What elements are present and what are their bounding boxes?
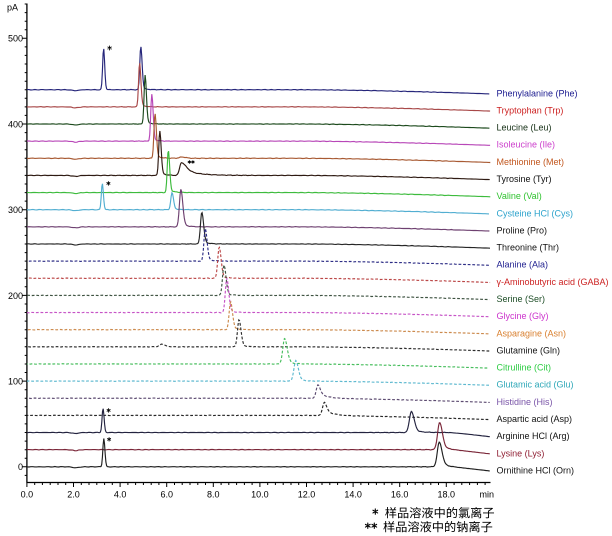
svg-text:min: min bbox=[479, 490, 494, 500]
svg-text:2.0: 2.0 bbox=[67, 490, 80, 500]
svg-text:400: 400 bbox=[8, 119, 23, 129]
svg-text:Serine (Ser): Serine (Ser) bbox=[497, 294, 546, 304]
svg-text:12.0: 12.0 bbox=[298, 490, 316, 500]
svg-text:Proline (Pro): Proline (Pro) bbox=[497, 225, 548, 235]
svg-text:Glutamine (Gln): Glutamine (Gln) bbox=[497, 345, 561, 355]
svg-text:Threonine (Thr): Threonine (Thr) bbox=[497, 243, 560, 253]
svg-text:500: 500 bbox=[8, 34, 23, 44]
svg-text:0.0: 0.0 bbox=[21, 490, 34, 500]
svg-text:Glycine (Gly): Glycine (Gly) bbox=[497, 311, 549, 321]
svg-text:Tyrosine (Tyr): Tyrosine (Tyr) bbox=[497, 174, 552, 184]
svg-text:γ-Aminobutyric acid (GABA): γ-Aminobutyric acid (GABA) bbox=[497, 277, 609, 287]
svg-text:Phenylalanine (Phe): Phenylalanine (Phe) bbox=[497, 88, 578, 98]
svg-text:Valine (Val): Valine (Val) bbox=[497, 191, 542, 201]
svg-text:16.0: 16.0 bbox=[391, 490, 409, 500]
svg-text:Glutamic acid (Glu): Glutamic acid (Glu) bbox=[497, 380, 574, 390]
svg-text:Methionine (Met): Methionine (Met) bbox=[497, 157, 565, 167]
svg-text:pA: pA bbox=[7, 3, 18, 13]
svg-text:4.0: 4.0 bbox=[114, 490, 127, 500]
svg-text:18.0: 18.0 bbox=[438, 490, 456, 500]
svg-text:8.0: 8.0 bbox=[207, 490, 220, 500]
svg-text:Tryptophan (Trp): Tryptophan (Trp) bbox=[497, 106, 564, 116]
svg-text:10.0: 10.0 bbox=[251, 490, 269, 500]
svg-text:Isoleucine (Ile): Isoleucine (Ile) bbox=[497, 140, 556, 150]
svg-text:Lysine (Lys): Lysine (Lys) bbox=[497, 448, 545, 458]
svg-text:Ornithine HCl (Orn): Ornithine HCl (Orn) bbox=[497, 465, 575, 475]
svg-text:14.0: 14.0 bbox=[344, 490, 362, 500]
svg-text:Asparagine (Asn): Asparagine (Asn) bbox=[497, 328, 567, 338]
svg-text:100: 100 bbox=[8, 377, 23, 387]
svg-text:200: 200 bbox=[8, 291, 23, 301]
svg-text:300: 300 bbox=[8, 205, 23, 215]
svg-text:Aspartic acid (Asp): Aspartic acid (Asp) bbox=[497, 414, 573, 424]
svg-text:0: 0 bbox=[18, 462, 23, 472]
svg-text:Cysteine HCl (Cys): Cysteine HCl (Cys) bbox=[497, 208, 574, 218]
svg-text:6.0: 6.0 bbox=[160, 490, 173, 500]
svg-text:Leucine (Leu): Leucine (Leu) bbox=[497, 123, 552, 133]
svg-text:Arginine HCl (Arg): Arginine HCl (Arg) bbox=[497, 431, 570, 441]
svg-text:Citrulline (Cit): Citrulline (Cit) bbox=[497, 363, 552, 373]
svg-text:Alanine (Ala): Alanine (Ala) bbox=[497, 260, 549, 270]
svg-text:Histidine (His): Histidine (His) bbox=[497, 397, 553, 407]
